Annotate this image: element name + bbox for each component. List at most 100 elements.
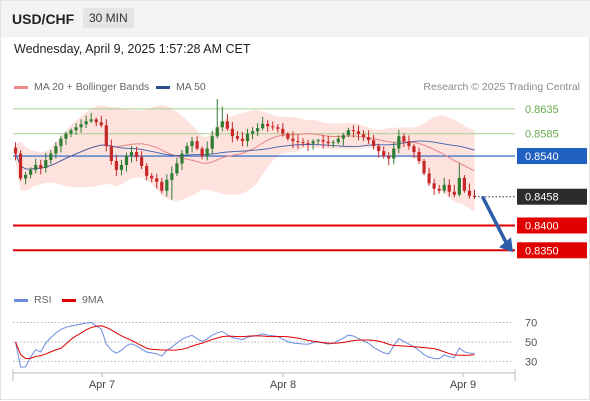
candle-body	[467, 190, 472, 196]
candle-body	[457, 177, 461, 195]
resistance-label: 0.8585	[525, 129, 559, 141]
candle-body	[442, 184, 446, 191]
candle-body	[64, 133, 68, 139]
candle-body	[291, 138, 295, 142]
candle-body	[54, 146, 58, 154]
candle-body	[119, 164, 124, 170]
legend-ma9-label: 9MA	[82, 294, 104, 306]
candle-body	[311, 141, 315, 144]
candle-body	[180, 153, 184, 164]
candle-body	[235, 136, 240, 139]
candle-body	[361, 134, 366, 138]
candle-body	[271, 126, 275, 128]
x-tick-label: Apr 7	[89, 379, 115, 391]
candle-body	[230, 128, 234, 137]
candle-body	[392, 148, 396, 159]
candle-body	[301, 142, 305, 144]
support-label-bg	[517, 242, 587, 259]
cur-label-bg	[517, 188, 587, 205]
candle-body	[89, 119, 93, 122]
ma9-swatch	[62, 298, 76, 302]
legend-rsi-label: RSI	[34, 294, 52, 306]
pivot-price-label: 0.8540	[525, 151, 559, 163]
ma50-swatch	[156, 85, 170, 89]
candle-body	[245, 133, 250, 142]
legend-ma9: 9MA	[62, 294, 104, 306]
candle-body	[256, 128, 260, 132]
rsi-tick-label: 70	[525, 318, 537, 330]
candle-body	[150, 175, 154, 179]
rsi-swatch	[14, 298, 28, 302]
legend-ma20-label: MA 20 + Bollinger Bands	[34, 81, 150, 93]
candle-body	[134, 152, 139, 158]
candle-body	[215, 127, 219, 137]
candle-body	[140, 157, 144, 166]
candle-body	[397, 136, 401, 149]
candle-body	[331, 142, 335, 144]
candle-body	[175, 163, 179, 174]
candle-body	[286, 133, 290, 139]
candle-body	[220, 121, 224, 128]
credit-text: Research © 2025 Trading Central	[423, 81, 580, 93]
forecast-arrow-shaft	[481, 195, 508, 245]
candle-body	[165, 179, 169, 191]
bollinger-band	[15, 104, 475, 212]
candle-body	[372, 140, 376, 147]
candle-body	[407, 141, 411, 147]
rsi-tick-label: 50	[525, 337, 537, 349]
candle-body	[129, 152, 134, 157]
candle-body	[124, 156, 129, 165]
candle-body	[452, 191, 456, 195]
candle-body	[366, 137, 371, 141]
candle-body	[94, 119, 98, 123]
candle-body	[99, 122, 103, 126]
pivot-label-bg	[517, 148, 587, 165]
candle-body	[195, 141, 199, 149]
candle-body	[170, 173, 174, 180]
candle-body	[447, 184, 451, 192]
candle-body	[402, 136, 406, 142]
candle-body	[432, 183, 436, 189]
candle-body	[74, 127, 78, 131]
resistance-label: 0.8635	[525, 104, 559, 116]
candle-body	[412, 146, 416, 153]
symbol-title: USD/CHF	[12, 11, 75, 27]
candle-body	[109, 146, 113, 161]
legend-rsi: RSI	[14, 294, 52, 306]
candle-body	[13, 147, 18, 154]
candle-body	[84, 121, 88, 125]
candle-body	[145, 165, 149, 176]
ma20-swatch	[14, 85, 28, 89]
candle-body	[210, 136, 214, 149]
candle-body	[18, 153, 23, 179]
candle-body	[321, 140, 325, 142]
candle-body	[205, 148, 209, 157]
forecast-arrow-head	[499, 237, 513, 253]
candle-body	[437, 188, 441, 191]
support-price-label: 0.8350	[525, 245, 559, 257]
candle-body	[387, 156, 391, 159]
candle-body	[155, 178, 159, 182]
candle-body	[422, 161, 426, 174]
rsi-line	[15, 321, 475, 368]
candle-body	[250, 131, 255, 134]
candle-body	[240, 138, 245, 142]
candle-body	[382, 151, 386, 157]
rsi-tick-label: 30	[525, 356, 537, 368]
candle-body	[59, 138, 63, 147]
candle-body	[276, 127, 280, 129]
x-tick-label: Apr 8	[270, 379, 296, 391]
timestamp: Wednesday, April 9, 2025 1:57:28 AM CET	[14, 42, 251, 56]
candle-body	[79, 124, 83, 128]
timeframe-badge[interactable]: 30 MIN	[83, 8, 134, 28]
candle-body	[462, 177, 466, 191]
candle-body	[326, 141, 330, 144]
candle-body	[336, 138, 340, 143]
candle-body	[104, 125, 108, 147]
support-price-label: 0.8400	[525, 220, 559, 232]
candle-body	[346, 130, 350, 136]
candle-body	[190, 141, 194, 147]
rsi-ma-line	[15, 325, 475, 360]
candle-body	[316, 140, 320, 142]
